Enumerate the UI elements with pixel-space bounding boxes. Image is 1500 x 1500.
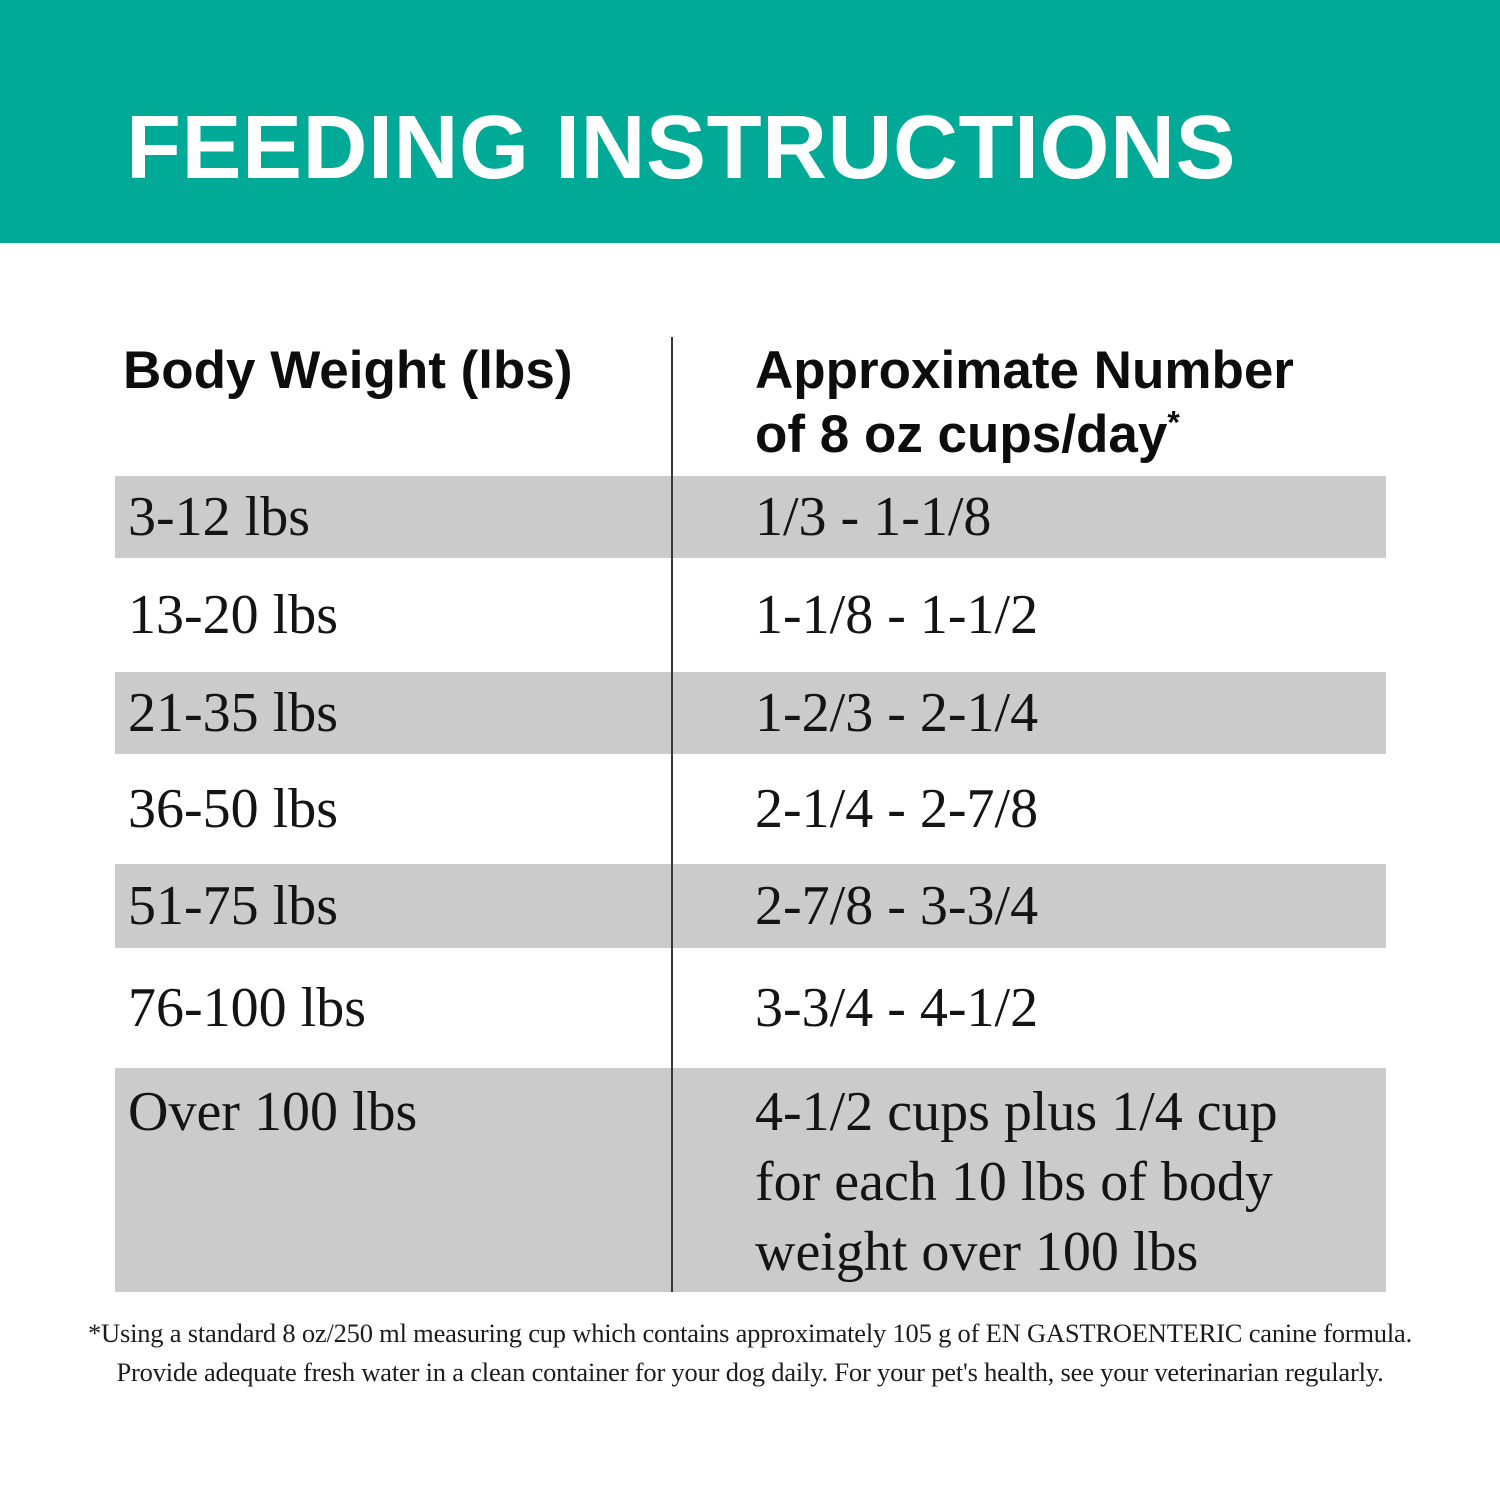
- body-weight-cell: 3-12 lbs: [128, 486, 310, 548]
- body-weight-cell: Over 100 lbs: [128, 1081, 418, 1143]
- cups-per-day-cell: 3-3/4 - 4-1/2: [755, 977, 1039, 1039]
- cups-per-day-line: for each 10 lbs of body: [755, 1151, 1273, 1213]
- table-row: 13-20 lbs 1-1/8 - 1-1/2: [115, 558, 1386, 672]
- cups-per-day-cell: 2-7/8 - 3-3/4: [755, 875, 1039, 937]
- table-row: 51-75 lbs 2-7/8 - 3-3/4: [115, 864, 1386, 948]
- table-row: 76-100 lbs 3-3/4 - 4-1/2: [115, 948, 1386, 1068]
- footnote-marker-icon: *: [1167, 404, 1180, 441]
- cups-per-day-cell: 4-1/2 cups plus 1/4 cup for each 10 lbs …: [672, 1068, 1386, 1287]
- feeding-table: Body Weight (lbs) Approximate Number of …: [115, 337, 1386, 1292]
- footnote: *Using a standard 8 oz/250 ml measuring …: [0, 1314, 1500, 1392]
- cups-per-day-cell: 1-1/8 - 1-1/2: [755, 584, 1039, 646]
- cups-per-day-cell: 1/3 - 1-1/8: [755, 486, 992, 548]
- column-header-cups-line2: of 8 oz cups/day: [755, 405, 1168, 464]
- table-row: 21-35 lbs 1-2/3 - 2-1/4: [115, 672, 1386, 754]
- body-weight-cell: 13-20 lbs: [128, 584, 338, 646]
- body-weight-cell: 21-35 lbs: [128, 682, 338, 744]
- cups-per-day-line: weight over 100 lbs: [755, 1221, 1199, 1283]
- body-weight-cell: 76-100 lbs: [128, 977, 366, 1039]
- cups-per-day-line: 4-1/2 cups plus 1/4 cup: [755, 1081, 1278, 1143]
- column-header-cups: Approximate Number of 8 oz cups/day*: [672, 339, 1386, 476]
- column-header-cups-line1: Approximate Number: [755, 341, 1294, 400]
- table-row: 36-50 lbs 2-1/4 - 2-7/8: [115, 754, 1386, 864]
- footnote-line2: Provide adequate fresh water in a clean …: [116, 1357, 1384, 1387]
- table-row: 3-12 lbs 1/3 - 1-1/8: [115, 476, 1386, 558]
- body-weight-cell: 51-75 lbs: [128, 875, 338, 937]
- column-header-body-weight: Body Weight (lbs): [123, 341, 573, 400]
- page-title: FEEDING INSTRUCTIONS: [126, 98, 1237, 198]
- cups-per-day-cell: 2-1/4 - 2-7/8: [755, 778, 1039, 840]
- table-header-row: Body Weight (lbs) Approximate Number of …: [115, 337, 1386, 476]
- table-row: Over 100 lbs 4-1/2 cups plus 1/4 cup for…: [115, 1068, 1386, 1292]
- body-weight-cell: 36-50 lbs: [128, 778, 338, 840]
- banner: FEEDING INSTRUCTIONS: [0, 0, 1500, 243]
- footnote-line1: *Using a standard 8 oz/250 ml measuring …: [87, 1318, 1412, 1348]
- column-divider: [671, 337, 673, 1292]
- cups-per-day-cell: 1-2/3 - 2-1/4: [755, 682, 1039, 744]
